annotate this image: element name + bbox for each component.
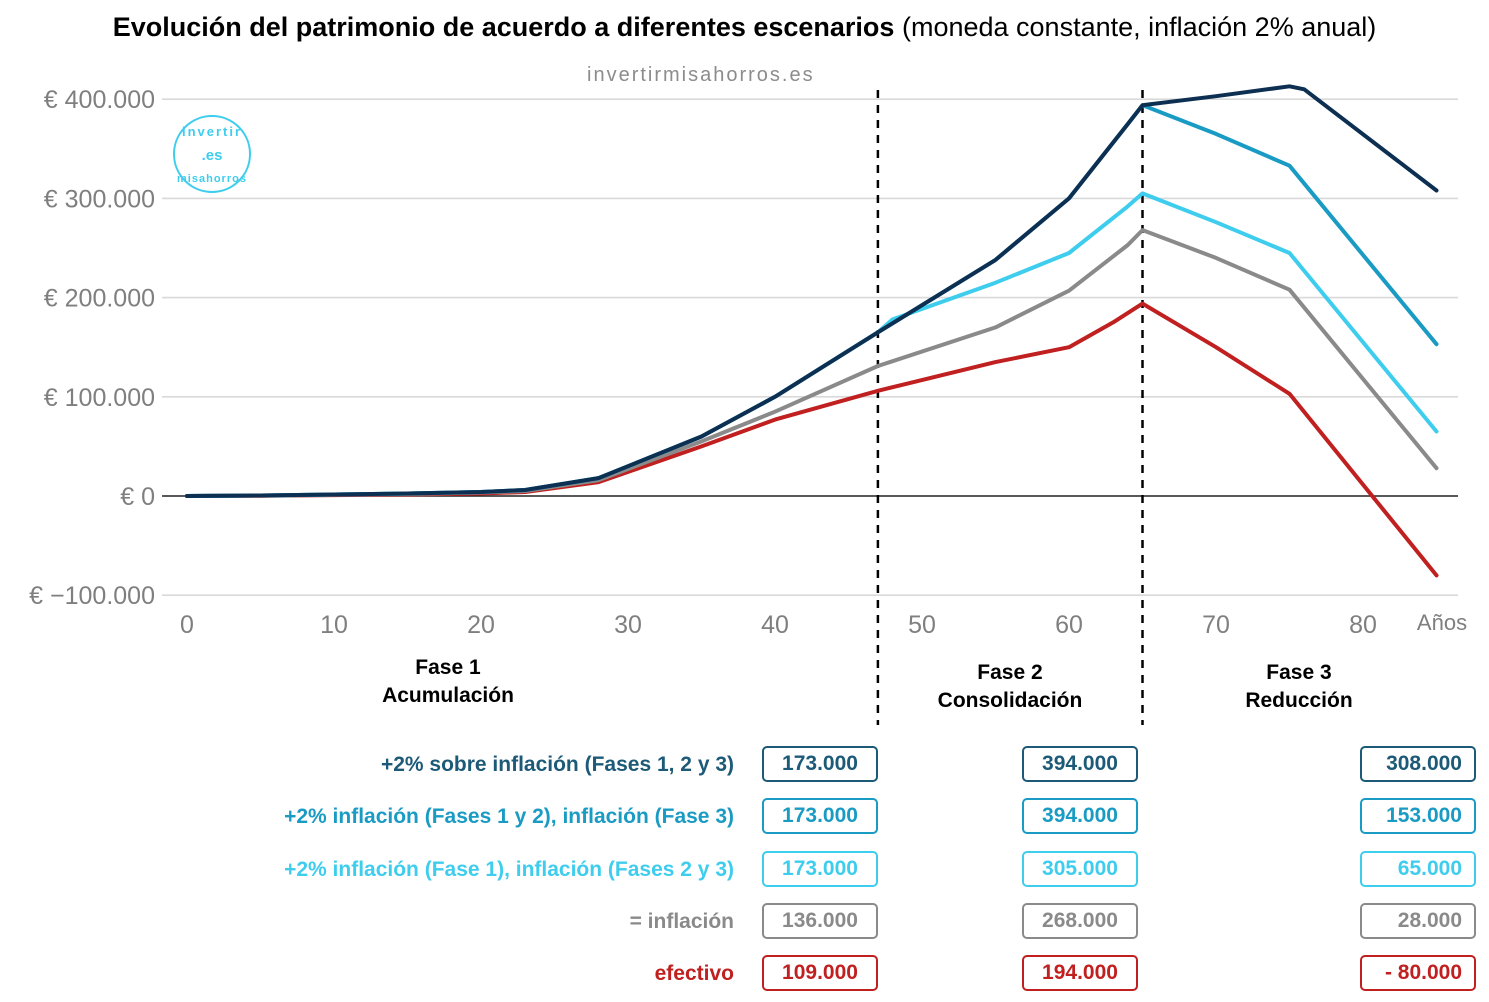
y-tick-label: € 200.000 (44, 285, 155, 313)
phase-3-title: Fase 3 (1266, 661, 1332, 684)
summary-value-2-1: 173.000 (762, 798, 878, 834)
chart-title-subtitle: (moneda constante, inflación 2% anual) (901, 12, 1377, 42)
y-tick-label: € 400.000 (44, 86, 155, 114)
x-tick-label: 80 (1349, 611, 1377, 639)
summary-value-2-2: 394.000 (1022, 798, 1138, 834)
summary-value-1-3: 308.000 (1360, 746, 1476, 782)
x-tick-label: 0 (180, 611, 194, 639)
summary-value-4-1: 136.000 (762, 903, 878, 939)
phase-1-label: Fase 1 Acumulación (348, 654, 548, 710)
summary-value-1-1: 173.000 (762, 746, 878, 782)
x-tick-label: 40 (761, 611, 789, 639)
summary-value-5-3: - 80.000 (1360, 955, 1476, 991)
phase-2-name: Consolidación (937, 689, 1083, 712)
series-line-inflation (185, 228, 1439, 498)
phase-3-name: Reducción (1245, 689, 1353, 712)
summary-row-label-3: +2% inflación (Fase 1), inflación (Fases… (284, 858, 734, 881)
logo-center-text: .es (202, 147, 223, 164)
x-tick-label: 70 (1202, 611, 1230, 639)
summary-value-3-1: 173.000 (762, 851, 878, 887)
series-line-2pct-phases-1-2 (185, 103, 1439, 498)
chart-title-main: Evolución del patrimonio de acuerdo a di… (112, 12, 895, 42)
watermark-text: invertirmisahorros.es (587, 64, 815, 86)
grid-lines (162, 98, 1458, 597)
summary-row-label-2: +2% inflación (Fases 1 y 2), inflación (… (284, 805, 734, 828)
series-line-cash (185, 301, 1439, 578)
summary-row-label-4: = inflación (629, 910, 734, 933)
summary-value-4-2: 268.000 (1022, 903, 1138, 939)
summary-value-5-1: 109.000 (762, 955, 878, 991)
summary-value-1-2: 394.000 (1022, 746, 1138, 782)
x-tick-label: 60 (1055, 611, 1083, 639)
logo-top-text: invertir (182, 124, 242, 139)
x-tick-label: 10 (320, 611, 348, 639)
x-tick-label: 30 (614, 611, 642, 639)
axis-ticks: € 400.000 € 300.000 € 200.000 € 100.000 € 0 €… (29, 86, 1467, 639)
summary-value-3-3: 65.000 (1360, 851, 1476, 887)
phase-1-name: Acumulación (382, 684, 514, 707)
phase-2-title: Fase 2 (977, 661, 1043, 684)
summary-row-label-5: efectivo (654, 962, 734, 985)
x-tick-label: 50 (908, 611, 936, 639)
site-logo: .es invertir misahorros (173, 115, 251, 193)
y-tick-label: € 100.000 (44, 384, 155, 412)
y-tick-label: € −100.000 (29, 582, 155, 610)
summary-value-4-3: 28.000 (1360, 903, 1476, 939)
y-tick-label: € 300.000 (44, 185, 155, 213)
summary-value-5-2: 194.000 (1022, 955, 1138, 991)
series-line-2pct-phase-1 (185, 191, 1439, 498)
series-line-2pct-all-phases (185, 84, 1439, 498)
y-tick-label: € 0 (120, 483, 155, 511)
summary-value-3-2: 305.000 (1022, 851, 1138, 887)
summary-value-2-3: 153.000 (1360, 798, 1476, 834)
logo-bottom-text: misahorros (177, 173, 247, 185)
phase-3-label: Fase 3 Reducción (1199, 659, 1399, 715)
phase-1-title: Fase 1 (415, 656, 481, 679)
line-chart: € 400.000 € 300.000 € 200.000 € 100.000 € 0 €… (29, 84, 1467, 725)
series-lines (185, 84, 1439, 578)
phase-2-label: Fase 2 Consolidación (910, 659, 1110, 715)
chart-title: Evolución del patrimonio de acuerdo a di… (0, 12, 1489, 43)
summary-row-label-1: +2% sobre inflación (Fases 1, 2 y 3) (380, 753, 734, 776)
x-tick-label: 20 (467, 611, 495, 639)
x-axis-label: Años (1417, 610, 1467, 635)
